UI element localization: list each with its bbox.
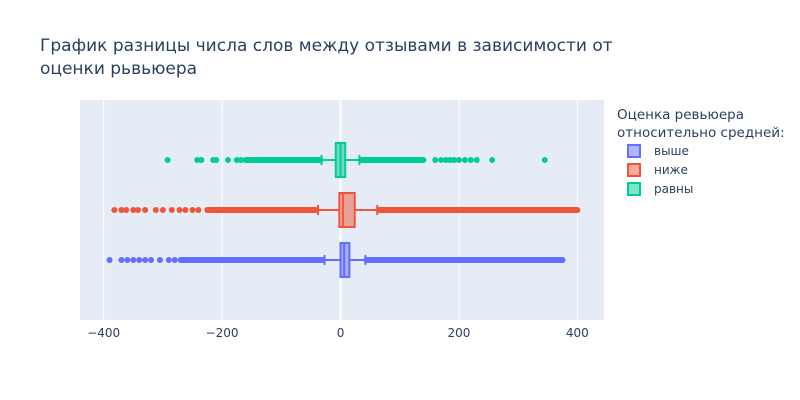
chart-title-line-1: График разницы числа слов между отзывами…: [40, 36, 613, 56]
outlier-point: [467, 157, 474, 163]
x-axis-ticks: −400 −200 0 200 400: [87, 326, 589, 340]
legend: Оценка ревьюера относительно средней: вы…: [617, 107, 785, 196]
x-tick-label: −400: [87, 326, 120, 340]
outlier-point: [136, 257, 143, 263]
outlier-point: [451, 157, 458, 163]
outlier-point: [447, 157, 454, 163]
outlier-point: [130, 257, 137, 263]
outlier-point: [195, 207, 202, 213]
outlier-point: [171, 257, 178, 263]
outlier-point: [473, 157, 480, 163]
outlier-point: [489, 157, 496, 163]
outlier-point: [152, 207, 159, 213]
outlier-point: [156, 257, 163, 263]
outlier-point: [238, 157, 245, 163]
legend-item-ниже: ниже: [627, 163, 688, 177]
series-равны: [164, 142, 548, 178]
legend-title-line-2: относительно средней:: [617, 125, 785, 141]
outlier-point: [111, 207, 118, 213]
outlier-point: [194, 157, 201, 163]
x-tick-label: −200: [206, 326, 239, 340]
outlier-point: [213, 157, 220, 163]
legend-swatch: [627, 163, 641, 177]
outlier-point: [455, 157, 462, 163]
outlier-point: [233, 157, 240, 163]
outlier-point: [106, 257, 113, 263]
outlier-point: [541, 157, 548, 163]
series-boxes: [106, 142, 581, 278]
legend-label: ниже: [654, 163, 688, 177]
outlier-point: [142, 257, 149, 263]
outlier-point: [118, 257, 125, 263]
legend-swatch: [627, 144, 641, 158]
outlier-point: [123, 207, 130, 213]
legend-label: равны: [654, 182, 693, 196]
outlier-point: [164, 157, 171, 163]
outlier-point: [442, 157, 449, 163]
x-tick-label: 400: [566, 326, 589, 340]
outlier-point: [159, 207, 166, 213]
outlier-point: [198, 157, 205, 163]
outlier-point: [432, 157, 439, 163]
chart-title-line-2: оценки рьвьюера: [40, 59, 197, 79]
outlier-point: [189, 207, 196, 213]
x-tick-label: 0: [337, 326, 345, 340]
outlier-point: [135, 207, 142, 213]
outlier-point: [142, 207, 149, 213]
outlier-point: [130, 207, 137, 213]
outlier-point: [148, 257, 155, 263]
outlier-point: [176, 207, 183, 213]
outlier-point: [182, 207, 189, 213]
legend-item-выше: выше: [627, 144, 689, 158]
box-iqr: [338, 192, 356, 228]
legend-item-равны: равны: [627, 182, 693, 196]
outlier-point: [165, 257, 172, 263]
legend-label: выше: [654, 144, 689, 158]
series-ниже: [111, 192, 581, 228]
outlier-point: [124, 257, 131, 263]
series-выше: [106, 242, 566, 278]
outlier-point: [118, 207, 125, 213]
legend-title-line-1: Оценка ревьюера: [617, 107, 744, 123]
outlier-point: [438, 157, 445, 163]
outlier-point: [168, 207, 175, 213]
outlier-point: [461, 157, 468, 163]
legend-swatch: [627, 182, 641, 196]
x-tick-label: 200: [447, 326, 470, 340]
outlier-point: [225, 157, 232, 163]
